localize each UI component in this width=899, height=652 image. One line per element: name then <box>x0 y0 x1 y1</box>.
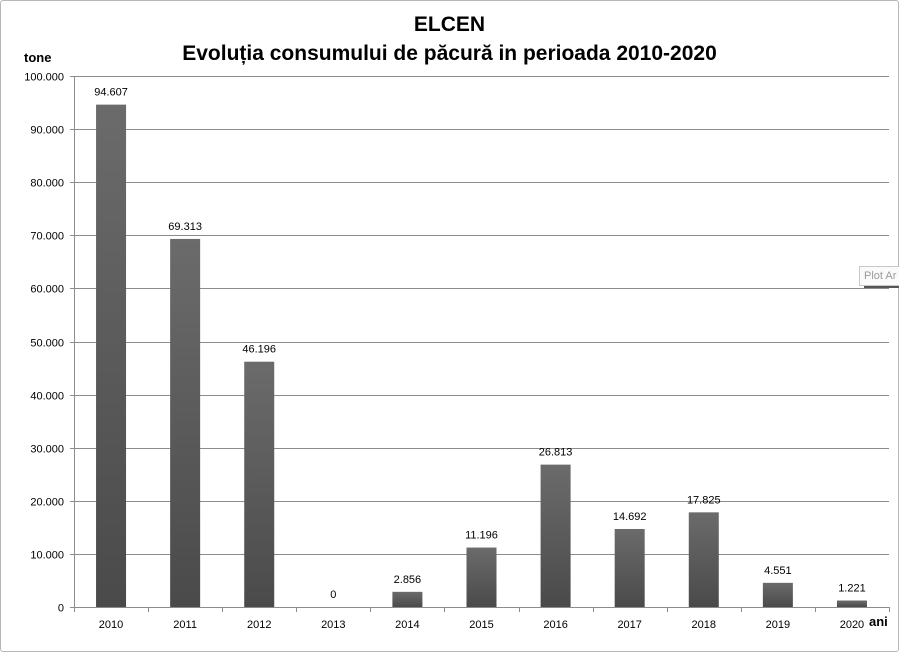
x-tick-label: 2017 <box>617 619 641 631</box>
data-label: 46.196 <box>242 344 276 356</box>
data-label: 2.856 <box>394 574 422 586</box>
bar-2020[interactable] <box>836 600 867 607</box>
y-tick-label: 60.000 <box>30 284 64 296</box>
y-tick-label: 80.000 <box>30 178 64 190</box>
y-tick-label: 70.000 <box>30 231 64 243</box>
bar-2019[interactable] <box>762 582 793 607</box>
y-tick-label: 20.000 <box>30 497 64 509</box>
bar-2010[interactable] <box>96 104 127 607</box>
x-tick-label: 2014 <box>395 619 419 631</box>
x-tick-label: 2020 <box>840 619 864 631</box>
x-axis-title: ani <box>869 614 888 629</box>
plot-area-tooltip: Plot Ar <box>859 266 899 286</box>
x-tick-label: 2019 <box>766 619 790 631</box>
chart-subtitle: Evoluția consumului de păcură in perioad… <box>182 42 717 65</box>
data-label: 17.825 <box>687 494 721 506</box>
x-tick-label: 2012 <box>247 619 271 631</box>
bar-2012[interactable] <box>244 361 275 607</box>
data-label: 4.551 <box>764 565 792 577</box>
y-tick-label: 100.000 <box>24 72 64 84</box>
data-label: 11.196 <box>465 530 498 542</box>
bar-2015[interactable] <box>466 547 497 607</box>
bar-2016[interactable] <box>540 464 571 607</box>
data-label: 69.313 <box>168 221 202 233</box>
y-tick-label: 10.000 <box>30 550 64 562</box>
y-tick-label: 90.000 <box>30 125 64 137</box>
y-axis-title: tone <box>24 50 52 65</box>
bar-2017[interactable] <box>614 528 645 607</box>
x-tick-label: 2018 <box>692 619 716 631</box>
data-label: 26.813 <box>539 447 573 459</box>
y-tick-label: 40.000 <box>30 391 64 403</box>
x-tick-label: 2010 <box>99 619 123 631</box>
bar-2011[interactable] <box>170 238 201 607</box>
y-tick-label: 50.000 <box>30 338 64 350</box>
data-label: 94.607 <box>94 87 128 99</box>
data-label: 0 <box>330 589 336 601</box>
x-tick-label: 2011 <box>173 619 197 631</box>
bar-2014[interactable] <box>392 591 423 607</box>
x-tick-label: 2013 <box>321 619 345 631</box>
chart-title: ELCEN <box>413 13 486 36</box>
data-label: 1.221 <box>838 583 866 595</box>
y-tick-label: 30.000 <box>30 444 64 456</box>
y-tick-label: 0 <box>58 603 64 615</box>
x-tick-label: 2015 <box>469 619 493 631</box>
bar-2018[interactable] <box>688 512 719 607</box>
plot-area-marker <box>864 286 899 288</box>
x-tick-label: 2016 <box>543 619 567 631</box>
data-label: 14.692 <box>613 511 647 523</box>
